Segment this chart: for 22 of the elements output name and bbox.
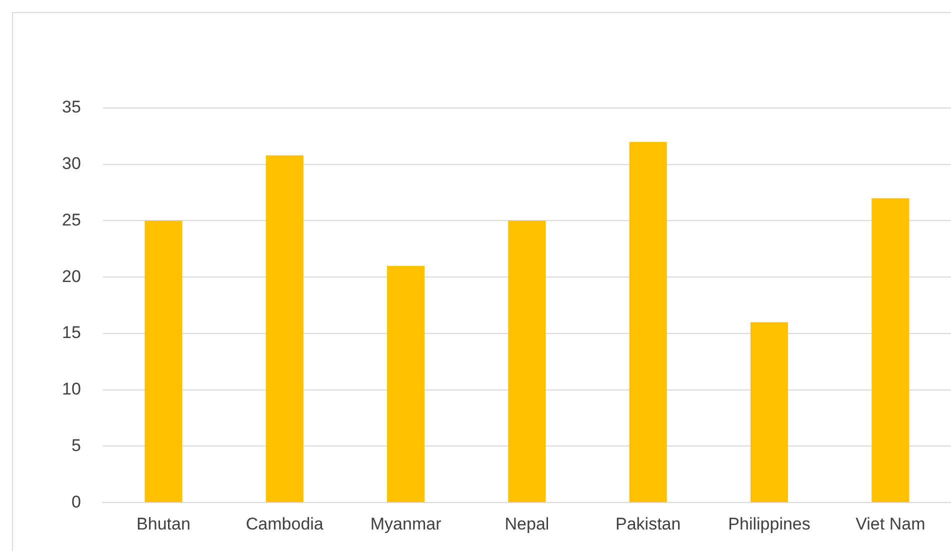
x-tick-label: Viet Nam [856,514,926,534]
y-tick-label: 20 [62,266,81,286]
x-tick-label: Myanmar [370,514,442,534]
x-tick-label: Philippines [728,514,810,534]
y-tick-label: 0 [71,492,81,512]
x-tick-label: Bhutan [136,514,190,534]
y-tick-label: 5 [71,436,81,455]
y-tick-label: 10 [62,380,81,399]
x-tick-label: Cambodia [246,514,324,534]
bar [144,220,182,502]
y-tick-label: 25 [62,210,81,230]
bar [508,220,546,502]
y-tick-label: 15 [62,323,81,342]
bar [750,322,788,502]
y-tick-label: 30 [62,154,81,174]
bar [872,198,910,502]
bar [266,155,304,502]
bar [387,266,425,502]
bar [629,142,667,502]
x-tick-label: Pakistan [616,514,681,534]
x-tick-label: Nepal [504,514,550,534]
y-tick-label: 35 [62,98,81,117]
